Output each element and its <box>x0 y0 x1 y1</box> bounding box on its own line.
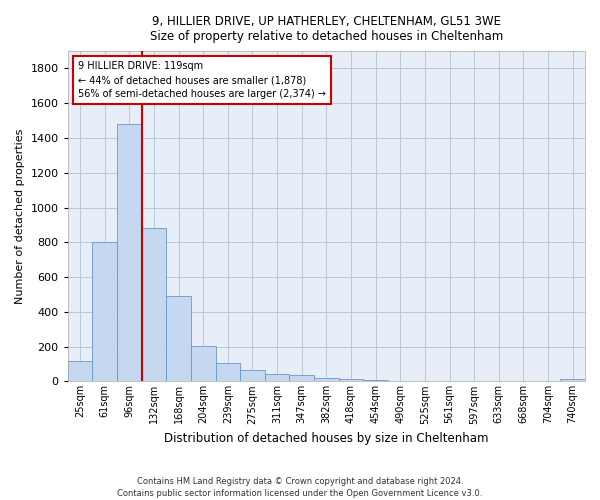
Bar <box>413 380 437 382</box>
Bar <box>462 380 487 382</box>
Bar <box>166 296 191 382</box>
Bar <box>289 376 314 382</box>
Title: 9, HILLIER DRIVE, UP HATHERLEY, CHELTENHAM, GL51 3WE
Size of property relative t: 9, HILLIER DRIVE, UP HATHERLEY, CHELTENH… <box>150 15 503 43</box>
Bar <box>142 228 166 382</box>
Bar <box>560 379 585 382</box>
Text: Contains HM Land Registry data © Crown copyright and database right 2024.
Contai: Contains HM Land Registry data © Crown c… <box>118 476 482 498</box>
X-axis label: Distribution of detached houses by size in Cheltenham: Distribution of detached houses by size … <box>164 432 488 445</box>
Bar <box>338 379 364 382</box>
Bar <box>437 380 462 382</box>
Bar <box>92 242 117 382</box>
Bar <box>511 380 536 382</box>
Bar <box>536 380 560 382</box>
Bar <box>117 124 142 382</box>
Bar <box>314 378 338 382</box>
Bar <box>487 380 511 382</box>
Bar <box>265 374 289 382</box>
Text: 9 HILLIER DRIVE: 119sqm
← 44% of detached houses are smaller (1,878)
56% of semi: 9 HILLIER DRIVE: 119sqm ← 44% of detache… <box>78 61 326 99</box>
Bar <box>215 363 240 382</box>
Bar <box>388 380 413 382</box>
Bar <box>68 360 92 382</box>
Bar <box>191 346 215 382</box>
Y-axis label: Number of detached properties: Number of detached properties <box>15 128 25 304</box>
Bar <box>240 370 265 382</box>
Bar <box>364 380 388 382</box>
